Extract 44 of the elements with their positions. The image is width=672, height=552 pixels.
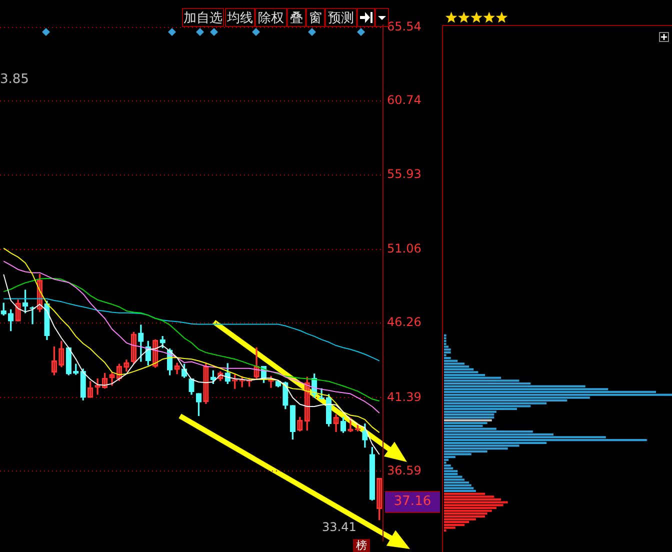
bar bbox=[444, 478, 465, 481]
bar bbox=[444, 487, 474, 490]
y-tick-label: 55.93 bbox=[387, 166, 422, 181]
text: 37.16 bbox=[385, 491, 440, 513]
bar bbox=[444, 419, 492, 422]
annotation: 加自选 bbox=[182, 8, 224, 27]
bar bbox=[444, 501, 508, 504]
annotation: 均线 bbox=[225, 8, 255, 27]
bar bbox=[444, 346, 449, 348]
bar bbox=[444, 524, 465, 526]
y-tick-label: 41.39 bbox=[387, 390, 422, 404]
y-tick-label: 51.06 bbox=[387, 242, 422, 256]
bar bbox=[444, 362, 465, 365]
bar bbox=[444, 470, 458, 472]
candlestick bbox=[94, 378, 100, 395]
y-tick-label: 36.59 bbox=[387, 463, 422, 478]
bar bbox=[444, 484, 472, 486]
bar bbox=[444, 416, 494, 419]
y-tick-label: 65.54 bbox=[387, 20, 422, 34]
annotation: 窗 bbox=[306, 8, 325, 27]
bar bbox=[444, 351, 451, 354]
bar bbox=[444, 365, 470, 368]
bar bbox=[444, 464, 451, 467]
bar bbox=[444, 467, 454, 470]
y-tick-label: 46.26 bbox=[387, 315, 422, 330]
bar bbox=[444, 439, 647, 442]
annotation: 榜 bbox=[353, 539, 370, 552]
y-tick-label: 60.74 bbox=[387, 93, 422, 108]
bar bbox=[444, 490, 476, 492]
bar bbox=[444, 394, 672, 396]
bar bbox=[444, 422, 488, 424]
bar bbox=[444, 414, 494, 416]
bar bbox=[444, 481, 470, 484]
bar bbox=[444, 476, 462, 478]
candlestick bbox=[30, 306, 36, 324]
annotation: 叠 bbox=[287, 8, 306, 27]
bar bbox=[444, 368, 474, 370]
bar bbox=[444, 515, 486, 518]
annotation: 除权 bbox=[255, 8, 287, 27]
bar bbox=[444, 348, 451, 351]
annotation: 3.85 bbox=[0, 72, 29, 87]
annotation: 33.41 bbox=[322, 520, 356, 534]
annotation: 预测 bbox=[325, 8, 357, 27]
bar bbox=[444, 472, 458, 476]
